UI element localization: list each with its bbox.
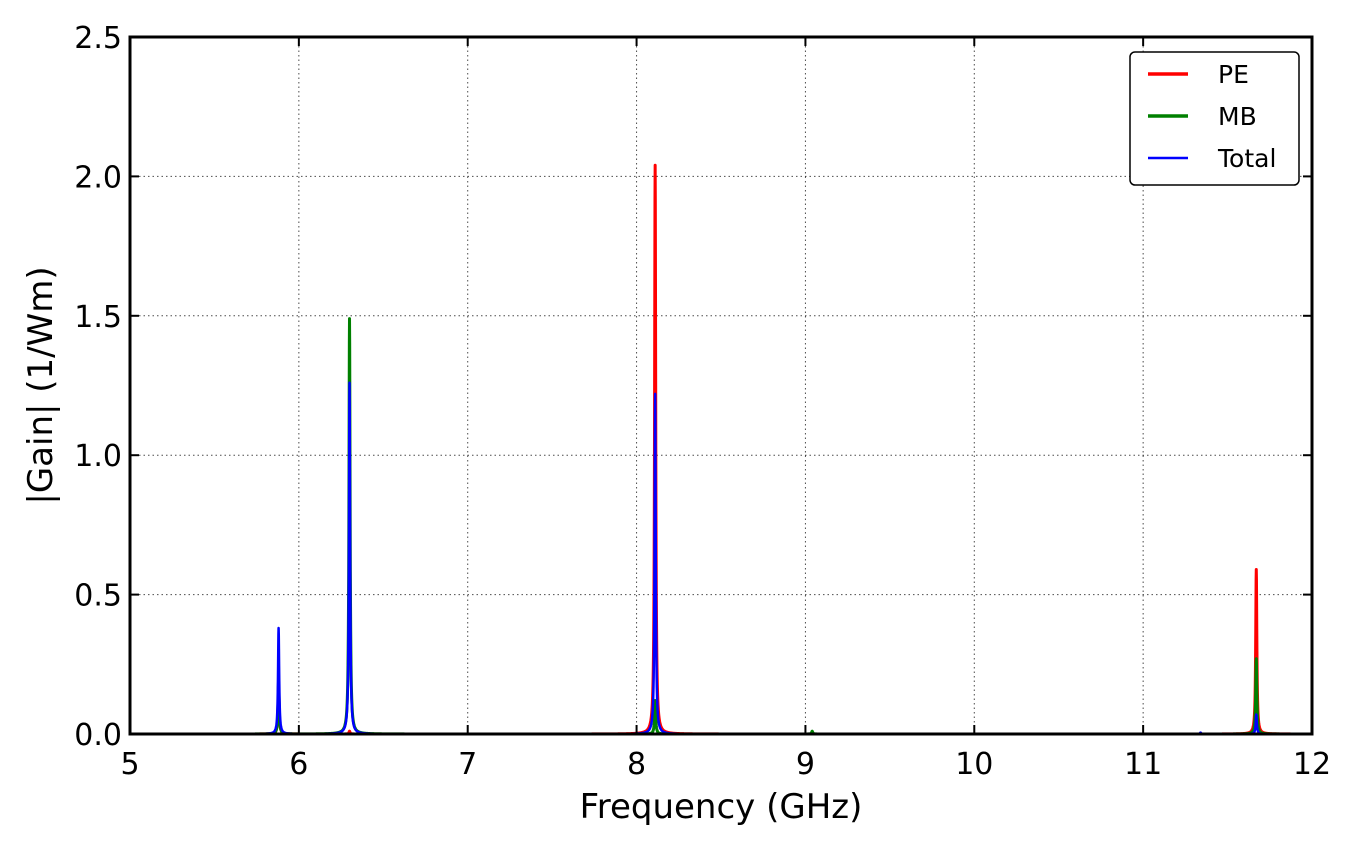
x-tick-label: 10 [955,747,993,782]
x-tick-label: 12 [1293,747,1331,782]
x-tick-label: 8 [627,747,646,782]
x-tick-label: 11 [1124,747,1162,782]
plot-series [130,163,1312,734]
legend-label-mb: MB [1218,102,1257,131]
y-axis-label: |Gain| (1/Wm) [21,266,61,504]
series-line-pe [130,163,1312,734]
y-tick-label: 1.5 [74,300,122,335]
y-tick-label: 2.5 [74,21,122,56]
x-tick-label: 5 [120,747,139,782]
legend-label-pe: PE [1218,60,1249,89]
x-tick-label: 7 [458,747,477,782]
legend: PE MB Total [1129,51,1300,186]
y-tick-label: 0.0 [74,718,122,753]
x-tick-label: 6 [289,747,308,782]
series-line-total [130,381,1312,734]
tick-labels: 5 6 7 8 9 10 11 12 0.0 0.5 1.0 1.5 2.0 2.5 [74,21,1331,782]
x-tick-label: 9 [796,747,815,782]
x-axis-label: Frequency (GHz) [580,787,863,827]
series-line-mb [130,317,1312,734]
y-tick-label: 0.5 [74,579,122,614]
y-tick-label: 1.0 [74,439,122,474]
plot-frame [128,35,1314,736]
y-tick-label: 2.0 [74,160,122,195]
legend-label-total: Total [1217,144,1276,173]
axis-ticks [129,36,1313,735]
grid-lines [130,37,1312,734]
legend-box [1129,51,1300,186]
